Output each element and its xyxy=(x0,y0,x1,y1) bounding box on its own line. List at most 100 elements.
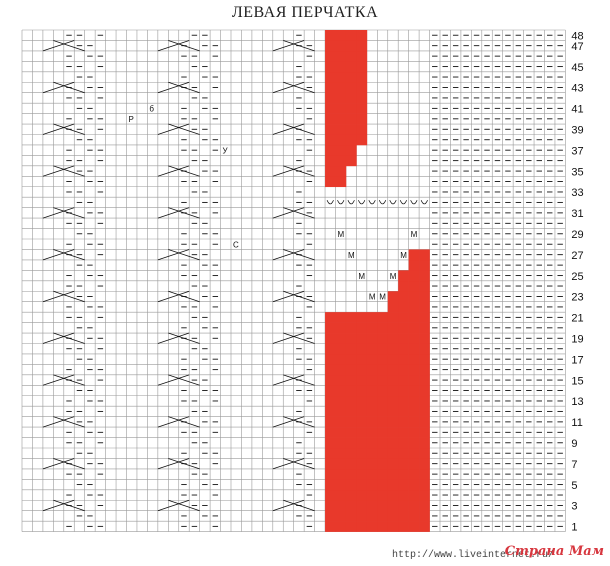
red-cell xyxy=(387,448,399,459)
red-cell xyxy=(345,364,357,376)
cable-stroke xyxy=(42,249,75,261)
red-cell xyxy=(398,353,409,365)
red-cell xyxy=(325,155,336,167)
cable-stroke xyxy=(53,207,85,219)
red-cell xyxy=(345,134,357,146)
red-cell xyxy=(335,416,347,428)
cable-stroke xyxy=(157,458,190,470)
red-motif xyxy=(325,30,430,532)
red-cell xyxy=(356,113,368,125)
red-cell xyxy=(419,270,430,282)
red-cell xyxy=(408,291,420,302)
red-cell xyxy=(335,468,347,480)
red-cell xyxy=(377,322,389,334)
red-cell xyxy=(325,82,336,93)
cast-on-loop xyxy=(358,200,366,205)
red-cell xyxy=(335,92,347,104)
red-cell xyxy=(345,385,357,397)
red-cell xyxy=(419,458,430,470)
red-cell xyxy=(325,468,336,480)
cast-on-loop xyxy=(368,200,376,205)
red-cell xyxy=(325,134,336,146)
cable-stroke xyxy=(53,499,85,512)
red-cell xyxy=(408,322,420,334)
red-cell xyxy=(325,61,336,73)
red-cell xyxy=(335,385,347,397)
red-cell xyxy=(387,521,399,532)
red-cell xyxy=(345,124,357,135)
red-cell xyxy=(377,364,389,376)
cable-stroke xyxy=(157,40,190,52)
cable-stroke xyxy=(168,290,200,303)
watermark: Страна Мам xyxy=(504,544,604,559)
red-cell xyxy=(325,343,336,355)
red-cell xyxy=(408,270,420,282)
cable-stroke xyxy=(272,40,305,52)
cable-stroke xyxy=(157,81,190,94)
red-cell xyxy=(325,92,336,104)
red-cell xyxy=(377,500,389,511)
red-cell xyxy=(345,479,357,491)
red-cell xyxy=(377,489,389,501)
cast-on-loop xyxy=(389,200,397,205)
red-cell xyxy=(398,333,409,344)
red-cell xyxy=(335,155,347,167)
red-cell xyxy=(356,416,368,428)
red-cell xyxy=(387,427,399,438)
cast-on-loop xyxy=(347,200,355,205)
cable-stroke xyxy=(53,249,85,261)
red-cell xyxy=(419,427,430,438)
red-cell xyxy=(419,249,430,261)
red-cell xyxy=(356,343,368,355)
cable-stroke xyxy=(157,499,190,512)
red-cell xyxy=(325,448,336,459)
red-cell xyxy=(408,521,420,532)
row-number: 21 xyxy=(571,313,583,325)
row-number: 13 xyxy=(571,396,583,408)
red-cell xyxy=(325,479,336,491)
cable-stroke xyxy=(168,81,200,94)
red-cell xyxy=(345,71,357,83)
red-cell xyxy=(377,448,389,459)
red-cell xyxy=(377,416,389,428)
red-cell xyxy=(419,489,430,501)
row-number: 17 xyxy=(571,354,583,366)
red-cell xyxy=(356,364,368,376)
red-cell xyxy=(387,416,399,428)
cable-stroke xyxy=(157,374,190,386)
red-cell xyxy=(335,113,347,125)
red-cell xyxy=(419,521,430,532)
cable-stroke xyxy=(157,123,190,135)
red-cell xyxy=(356,500,368,511)
red-cell xyxy=(408,437,420,449)
red-cell xyxy=(419,510,430,522)
red-cell xyxy=(408,374,420,386)
red-cell xyxy=(398,479,409,491)
red-cell xyxy=(356,50,368,62)
red-cell xyxy=(408,280,420,292)
red-cell xyxy=(408,500,420,511)
red-cell xyxy=(398,364,409,376)
red-cell xyxy=(356,427,368,438)
red-cell xyxy=(325,144,336,156)
cable-stroke xyxy=(157,416,190,428)
red-cell xyxy=(366,385,378,397)
red-cell xyxy=(366,458,378,470)
red-cell xyxy=(325,521,336,532)
red-cell xyxy=(356,395,368,407)
red-cell xyxy=(325,374,336,386)
red-cell xyxy=(335,333,347,344)
red-cell xyxy=(335,374,347,386)
cable-stroke xyxy=(168,332,200,344)
red-cell xyxy=(335,40,347,52)
red-cell xyxy=(356,61,368,73)
cable-stroke xyxy=(272,249,305,261)
red-cell xyxy=(335,364,347,376)
cable-stroke xyxy=(272,290,305,303)
red-cell xyxy=(335,510,347,522)
red-cell xyxy=(419,416,430,428)
red-cell xyxy=(325,510,336,522)
red-cell xyxy=(398,270,409,282)
red-cell xyxy=(408,333,420,344)
cable-stroke xyxy=(42,332,75,344)
